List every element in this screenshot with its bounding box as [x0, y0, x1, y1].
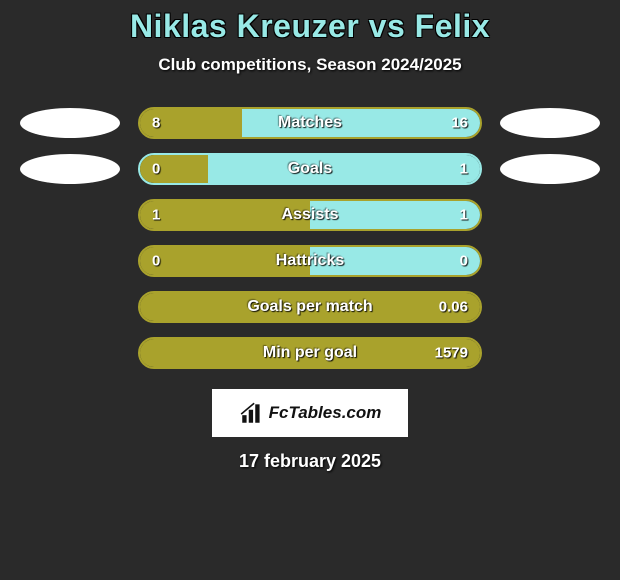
stat-right-value: 1 — [460, 161, 468, 178]
stat-left-value: 8 — [152, 115, 160, 132]
stat-bar: 0.06 Goals per match — [138, 291, 482, 323]
stat-right-value: 0 — [460, 253, 468, 270]
stat-label: Assists — [282, 206, 339, 224]
logo-inner: FcTables.com — [239, 400, 382, 426]
stat-label: Goals — [288, 160, 332, 178]
spacer — [20, 200, 120, 230]
comparison-infographic: Niklas Kreuzer vs Felix Club competition… — [0, 0, 620, 472]
stat-left-value: 0 — [152, 253, 160, 270]
subtitle: Club competitions, Season 2024/2025 — [0, 55, 620, 75]
stat-label: Min per goal — [263, 344, 357, 362]
stat-right-value: 1579 — [435, 345, 468, 362]
spacer — [500, 292, 600, 322]
stat-row: 8 16 Matches — [0, 107, 620, 139]
bar-chart-icon — [239, 400, 265, 426]
stat-label: Hattricks — [276, 252, 344, 270]
stat-left-value: 1 — [152, 207, 160, 224]
date-text: 17 february 2025 — [0, 451, 620, 472]
spacer — [20, 246, 120, 276]
bar-right-fill — [208, 155, 480, 183]
logo-text: FcTables.com — [269, 403, 382, 423]
stat-bar: 0 0 Hattricks — [138, 245, 482, 277]
stat-label: Matches — [278, 114, 342, 132]
stat-bar: 0 1 Goals — [138, 153, 482, 185]
spacer — [500, 246, 600, 276]
stat-label: Goals per match — [247, 298, 372, 316]
stat-bar: 8 16 Matches — [138, 107, 482, 139]
player-right-icon — [500, 154, 600, 184]
stat-row: 1579 Min per goal — [0, 337, 620, 369]
spacer — [20, 292, 120, 322]
stat-row: 0.06 Goals per match — [0, 291, 620, 323]
stat-bar: 1 1 Assists — [138, 199, 482, 231]
stat-right-value: 1 — [460, 207, 468, 224]
spacer — [20, 338, 120, 368]
player-left-icon — [20, 108, 120, 138]
stat-right-value: 16 — [451, 115, 468, 132]
player-left-icon — [20, 154, 120, 184]
spacer — [500, 338, 600, 368]
page-title: Niklas Kreuzer vs Felix — [0, 8, 620, 45]
stat-row: 1 1 Assists — [0, 199, 620, 231]
bar-left-fill — [140, 155, 208, 183]
logo-box: FcTables.com — [212, 389, 408, 437]
stat-bar: 1579 Min per goal — [138, 337, 482, 369]
stat-right-value: 0.06 — [439, 299, 468, 316]
stat-left-value: 0 — [152, 161, 160, 178]
stat-row: 0 0 Hattricks — [0, 245, 620, 277]
player-right-icon — [500, 108, 600, 138]
stats-container: 8 16 Matches 0 1 Goals 1 1 Assists 0 0 Hattricks 0.0… — [0, 107, 620, 369]
spacer — [500, 200, 600, 230]
stat-row: 0 1 Goals — [0, 153, 620, 185]
